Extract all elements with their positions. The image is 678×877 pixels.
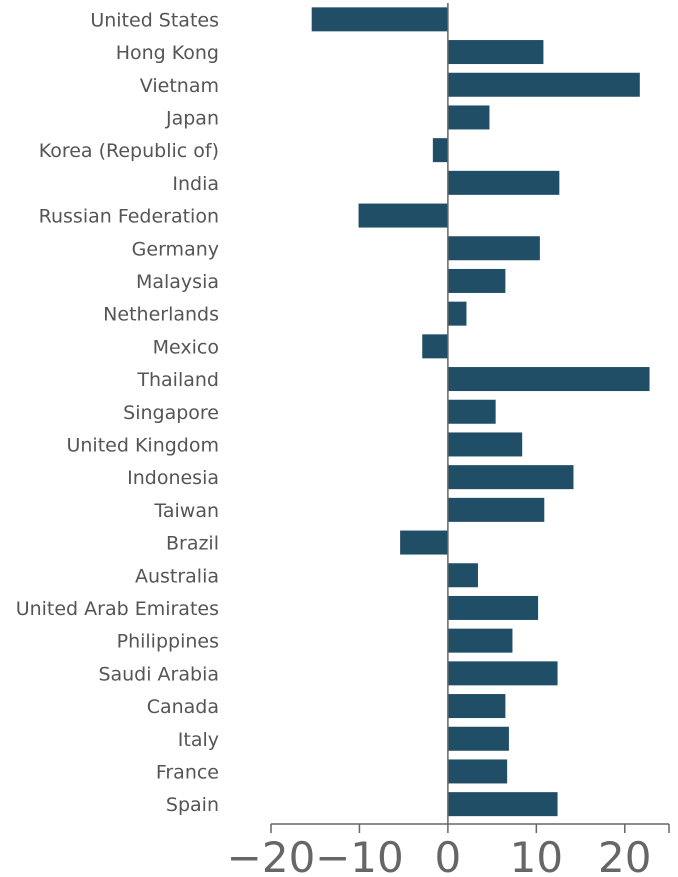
- bar: [447, 694, 506, 719]
- category-label: France: [156, 761, 219, 783]
- bar: [432, 138, 448, 163]
- bar: [447, 301, 467, 326]
- category-label: Japan: [165, 107, 219, 129]
- category-label: Canada: [147, 696, 219, 718]
- category-label: Germany: [132, 238, 219, 260]
- bar: [447, 465, 574, 490]
- bars: [311, 7, 650, 817]
- category-label: Indonesia: [127, 467, 219, 489]
- bar: [447, 105, 490, 130]
- x-tick-label: −20: [227, 833, 316, 877]
- category-label: Thailand: [136, 369, 219, 391]
- category-label: Italy: [178, 729, 219, 751]
- category-label: Mexico: [153, 336, 219, 358]
- x-axis: −20 −10 0 10 20: [227, 823, 670, 877]
- category-label: Vietnam: [140, 75, 219, 97]
- category-label: Singapore: [123, 402, 219, 424]
- x-tick-label: 20: [598, 833, 651, 877]
- bar: [422, 334, 448, 359]
- bar: [447, 792, 558, 817]
- category-label: India: [172, 173, 219, 195]
- category-label: Malaysia: [136, 271, 219, 293]
- bar: [447, 72, 640, 97]
- bar: [311, 7, 448, 32]
- bar: [447, 759, 508, 784]
- bar: [447, 170, 560, 195]
- category-label: United Arab Emirates: [16, 598, 219, 620]
- category-label: Philippines: [117, 631, 219, 653]
- bar: [447, 399, 496, 424]
- bar: [447, 595, 539, 620]
- bar: [447, 268, 506, 293]
- bar: [447, 432, 523, 457]
- category-label: Saudi Arabia: [98, 663, 219, 685]
- bar: [447, 661, 558, 686]
- category-label: Australia: [135, 565, 219, 587]
- category-label: Brazil: [166, 533, 219, 555]
- category-label: Korea (Republic of): [39, 140, 219, 162]
- bar: [358, 203, 448, 228]
- bar: [447, 40, 544, 65]
- category-label: Netherlands: [103, 304, 219, 326]
- bar: [447, 726, 509, 751]
- category-label: Hong Kong: [116, 42, 219, 64]
- x-tick-label: 0: [435, 833, 462, 877]
- x-tick-label: 10: [510, 833, 563, 877]
- bar: [447, 628, 513, 653]
- category-label: United States: [90, 9, 219, 31]
- category-labels: United States Hong Kong Vietnam Japan Korea …: [16, 9, 219, 816]
- bar: [447, 236, 540, 261]
- bar: [447, 497, 545, 522]
- x-tick-label: −10: [315, 833, 404, 877]
- category-label: Russian Federation: [39, 206, 219, 228]
- category-label: Spain: [166, 794, 219, 816]
- category-label: United Kingdom: [66, 434, 219, 456]
- bar: [447, 563, 478, 588]
- category-label: Taiwan: [153, 500, 219, 522]
- bar: [400, 530, 448, 555]
- bar: [447, 367, 650, 392]
